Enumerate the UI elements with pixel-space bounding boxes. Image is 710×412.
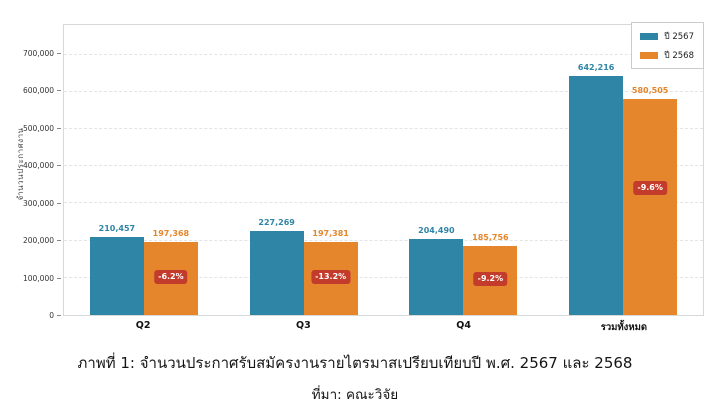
pct-change-badge: -13.2%	[311, 269, 351, 284]
y-tick-label: 200,000	[23, 236, 61, 245]
y-tick-label: 100,000	[23, 274, 61, 283]
x-tick-label: Q4	[456, 320, 471, 331]
x-tick-label: Q2	[135, 320, 151, 331]
bar: 185,756 -9.2%	[463, 233, 518, 315]
legend: ปี 2567 ปี 2568	[631, 22, 704, 69]
gridline	[64, 239, 703, 241]
gridline	[64, 276, 703, 278]
bar-value-label: 227,269	[258, 217, 295, 227]
gridline	[64, 53, 703, 55]
pct-change-badge: -6.2%	[154, 269, 188, 284]
bar-value-label: 580,505	[631, 86, 669, 96]
gridline	[64, 128, 703, 130]
legend-label: ปี 2568	[664, 51, 694, 61]
pct-change-badge: -9.6%	[633, 181, 667, 196]
bar: 197,381 -13.2%	[303, 229, 358, 315]
legend-entry: ปี 2567	[640, 29, 694, 43]
gridline	[64, 90, 703, 92]
bar-group: 210,457 197,368 -6.2%	[64, 25, 224, 315]
figure: จำนวนประกาศงาน 0 100,000 200,000 300,000 400…	[0, 8, 710, 412]
gridlines	[64, 25, 703, 315]
bar-value-label: 210,457	[98, 223, 136, 233]
bar-value-label: 197,381	[312, 228, 349, 238]
y-tick-label: 300,000	[23, 199, 61, 208]
bar-groups: 210,457 197,368 -6.2% 227,269 197,381 -13.2% 2…	[64, 25, 703, 315]
x-axis-labels: Q2 Q3 Q4 รวมทั้งหมด	[63, 320, 704, 337]
bar-group: 204,490 185,756 -9.2%	[384, 25, 544, 315]
legend-swatch	[640, 51, 659, 59]
y-tick-label: 400,000	[23, 161, 61, 170]
bar-group: 227,269 197,381 -13.2%	[224, 25, 384, 315]
legend-swatch	[640, 32, 659, 40]
bar: 580,505 -9.6%	[623, 86, 678, 315]
legend-label: ปี 2567	[664, 32, 694, 42]
figure-source: ที่มา: คณะวิจัย	[311, 387, 399, 403]
bar-value-label: 185,756	[472, 232, 509, 242]
y-tick-label: 700,000	[23, 49, 61, 58]
bar-value-label: 197,368	[152, 228, 190, 238]
legend-entry: ปี 2568	[640, 48, 694, 62]
bar: 642,216	[569, 63, 624, 315]
y-tick-label: 600,000	[23, 86, 61, 95]
bar-value-label: 642,216	[577, 63, 615, 73]
bar: 227,269	[249, 218, 304, 315]
gridline	[64, 165, 703, 167]
gridline	[64, 202, 703, 204]
x-tick-label: รวมทั้งหมด	[600, 322, 648, 333]
bar-value-label: 204,490	[418, 225, 455, 235]
y-tick-label: 0	[49, 311, 61, 320]
bar: 197,368 -6.2%	[143, 229, 198, 315]
y-axis-ticks: 0 100,000 200,000 300,000 400,000 500,000 600,…	[0, 24, 62, 320]
x-tick-label: Q3	[296, 320, 311, 331]
figure-caption: ภาพที่ 1: จำนวนประกาศรับสมัครงานรายไตรมา…	[77, 354, 633, 372]
bar: 210,457	[89, 224, 144, 315]
plot-area: 210,457 197,368 -6.2% 227,269 197,381 -13.2% 2…	[63, 22, 704, 316]
pct-change-badge: -9.2%	[473, 272, 508, 287]
bar-group: 642,216 580,505 -9.6%	[543, 25, 703, 315]
bar: 204,490	[409, 226, 464, 315]
y-tick-label: 500,000	[23, 124, 61, 133]
bar-chart: จำนวนประกาศงาน 0 100,000 200,000 300,000 400…	[0, 8, 710, 340]
